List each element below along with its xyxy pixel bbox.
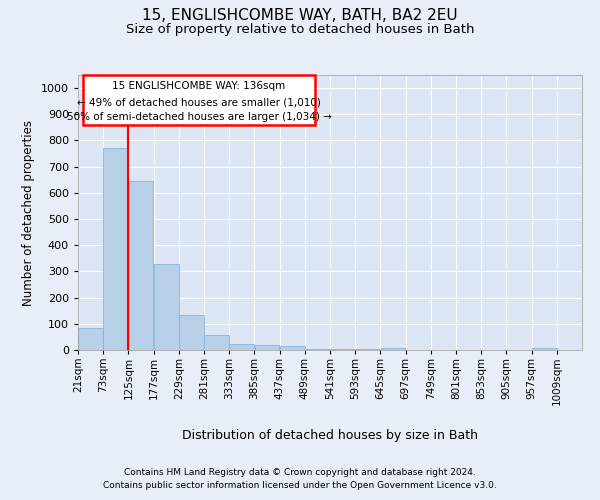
Bar [78, 328, 103, 350]
Bar [204, 335, 229, 350]
Bar [305, 349, 330, 350]
Bar [355, 349, 380, 350]
Bar [380, 348, 406, 350]
Text: Size of property relative to detached houses in Bath: Size of property relative to detached ho… [126, 22, 474, 36]
Bar [254, 345, 280, 350]
Text: 50% of semi-detached houses are larger (1,034) →: 50% of semi-detached houses are larger (… [67, 112, 331, 122]
Bar [330, 349, 355, 350]
Bar [128, 181, 154, 350]
Text: 15 ENGLISHCOMBE WAY: 136sqm: 15 ENGLISHCOMBE WAY: 136sqm [112, 81, 286, 91]
Text: Contains public sector information licensed under the Open Government Licence v3: Contains public sector information licen… [103, 480, 497, 490]
Text: ← 49% of detached houses are smaller (1,010): ← 49% of detached houses are smaller (1,… [77, 97, 321, 107]
Bar [103, 148, 128, 350]
Bar [229, 344, 254, 350]
Bar [280, 346, 305, 350]
Bar [154, 264, 179, 350]
Bar [532, 348, 557, 350]
Text: 15, ENGLISHCOMBE WAY, BATH, BA2 2EU: 15, ENGLISHCOMBE WAY, BATH, BA2 2EU [142, 8, 458, 22]
Y-axis label: Number of detached properties: Number of detached properties [22, 120, 35, 306]
Text: Distribution of detached houses by size in Bath: Distribution of detached houses by size … [182, 428, 478, 442]
Text: Contains HM Land Registry data © Crown copyright and database right 2024.: Contains HM Land Registry data © Crown c… [124, 468, 476, 477]
Bar [179, 314, 204, 350]
